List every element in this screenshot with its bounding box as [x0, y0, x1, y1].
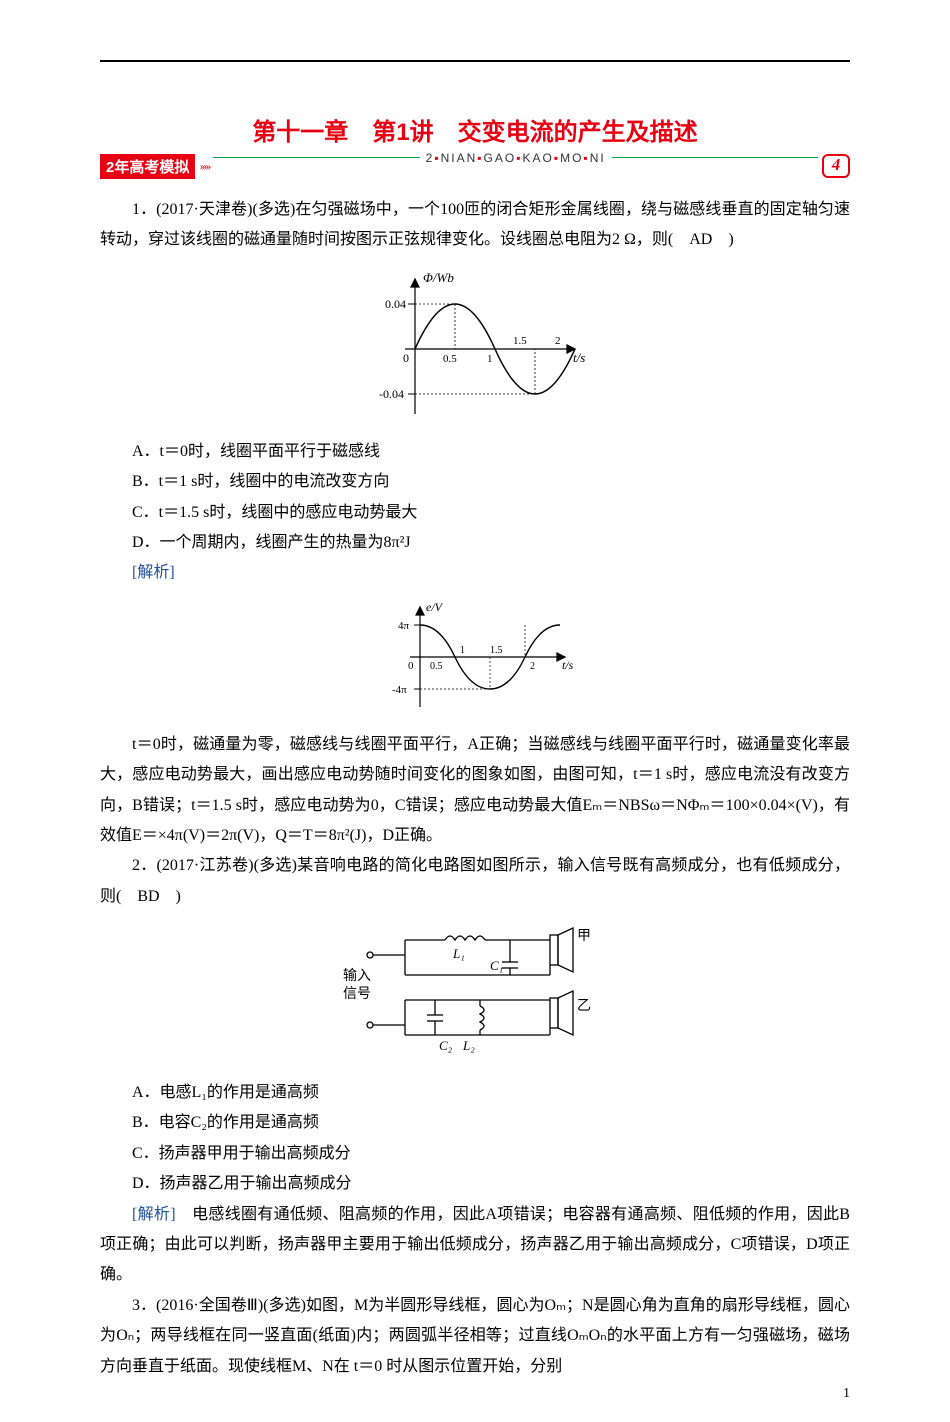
x2t0: 0.5 — [430, 661, 443, 672]
xt2: 1.5 — [513, 335, 527, 347]
y2b: -4π — [392, 684, 407, 696]
input-label-2: 信号 — [343, 986, 371, 1002]
q3-stem: 3．(2016·全国卷Ⅲ)(多选)如图，M为半圆形导线框，圆心为Oₘ；N是圆心角… — [100, 1291, 850, 1382]
q2-optD: D．扬声器乙用于输出高频成分 — [100, 1169, 850, 1199]
q1-optB: B．t＝1 s时，线圈中的电流改变方向 — [100, 467, 850, 497]
pinyin-5: NI — [590, 151, 606, 165]
pinyin-4: MO — [560, 151, 583, 165]
x2t3: 2 — [530, 661, 535, 672]
q1-optD: D．一个周期内，线圈产生的热量为8π²J — [100, 528, 850, 558]
banner-line: 2▪NIAN▪GAO▪KAO▪MO▪NI — [213, 157, 818, 176]
xt3: 2 — [555, 335, 561, 347]
xt1: 1 — [487, 353, 493, 365]
C2: C₂ — [439, 1038, 453, 1053]
top-rule — [100, 60, 850, 62]
L2: L₂ — [462, 1038, 475, 1053]
x2: t/s — [562, 658, 574, 672]
page-number: 1 — [843, 1386, 850, 1402]
y2: e/V — [426, 600, 444, 614]
y2t: 4π — [398, 620, 410, 632]
pinyin-2: GAO — [484, 151, 517, 165]
x2t2: 1.5 — [490, 645, 503, 656]
q2-stem: 2．(2017·江苏卷)(多选)某音响电路的简化电路图如图所示，输入信号既有高频… — [100, 851, 850, 912]
chevrons-icon: ››››› — [199, 159, 209, 174]
q1-figure-2: e/V t/s 4π 0 -4π 0.5 1 1.5 2 — [100, 597, 850, 722]
q1-optC: C．t＝1.5 s时，线圈中的感应电动势最大 — [100, 498, 850, 528]
q1-analysis-label: [解析] — [132, 564, 175, 581]
pinyin-3: KAO — [522, 151, 553, 165]
input-label-1: 输入 — [343, 968, 371, 984]
chapter-title: 第十一章 第1讲 交变电流的产生及描述 — [100, 112, 850, 147]
pinyin-1: NIAN — [441, 151, 478, 165]
C1: C₁ — [490, 958, 503, 973]
q2-optB: B．电容C₂的作用是通高频 — [100, 1108, 850, 1138]
q1-figure-1: Φ/Wb t/s 0.04 0 -0.04 0.5 1 1.5 2 — [100, 264, 850, 429]
y20: 0 — [408, 660, 414, 672]
x2t1: 1 — [460, 645, 465, 656]
L1: L₁ — [452, 946, 465, 961]
q2-analysis: 电感线圈有通低频、阻高频的作用，因此A项错误；电容器有通高频、阻低频的作用，因此… — [100, 1206, 850, 1284]
banner-pinyin: 2▪NIAN▪GAO▪KAO▪MO▪NI — [420, 151, 612, 165]
ylabel: Φ/Wb — [423, 270, 454, 285]
xt0: 0.5 — [443, 353, 457, 365]
spk1: 甲 — [577, 929, 591, 944]
banner: 2年高考模拟 ››››› 2▪NIAN▪GAO▪KAO▪MO▪NI 4 — [100, 153, 850, 179]
ytick-0: 0 — [403, 351, 409, 365]
spk2: 乙 — [577, 998, 591, 1014]
banner-badge: 4 — [822, 154, 850, 178]
q2-optA: A．电感L₁的作用是通高频 — [100, 1078, 850, 1108]
banner-label: 2年高考模拟 — [100, 154, 195, 179]
q2-optC: C．扬声器甲用于输出高频成分 — [100, 1139, 850, 1169]
q1-stem: 1．(2017·天津卷)(多选)在匀强磁场中，一个100匝的闭合矩形金属线圈，绕… — [100, 195, 850, 256]
q2-analysis-label: [解析] — [132, 1206, 176, 1223]
xlabel: t/s — [573, 350, 585, 365]
ytick-bot: -0.04 — [379, 387, 404, 401]
q2-circuit: 输入 信号 L₁ C₁ C₂ L₂ 甲 乙 — [100, 920, 850, 1070]
q1-optA: A．t＝0时，线圈平面平行于磁感线 — [100, 437, 850, 467]
ytick-top: 0.04 — [385, 297, 406, 311]
q1-analysis: t＝0时，磁通量为零，磁感线与线圈平面平行，A正确；当磁感线与线圈平面平行时，磁… — [100, 730, 850, 852]
